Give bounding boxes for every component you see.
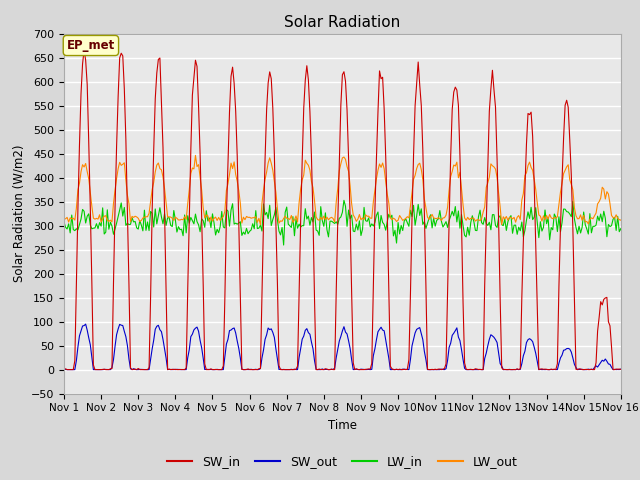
Y-axis label: Solar Radiation (W/m2): Solar Radiation (W/m2) xyxy=(12,145,26,282)
Text: EP_met: EP_met xyxy=(67,39,115,52)
Title: Solar Radiation: Solar Radiation xyxy=(284,15,401,30)
X-axis label: Time: Time xyxy=(328,419,357,432)
Legend: SW_in, SW_out, LW_in, LW_out: SW_in, SW_out, LW_in, LW_out xyxy=(162,450,523,473)
